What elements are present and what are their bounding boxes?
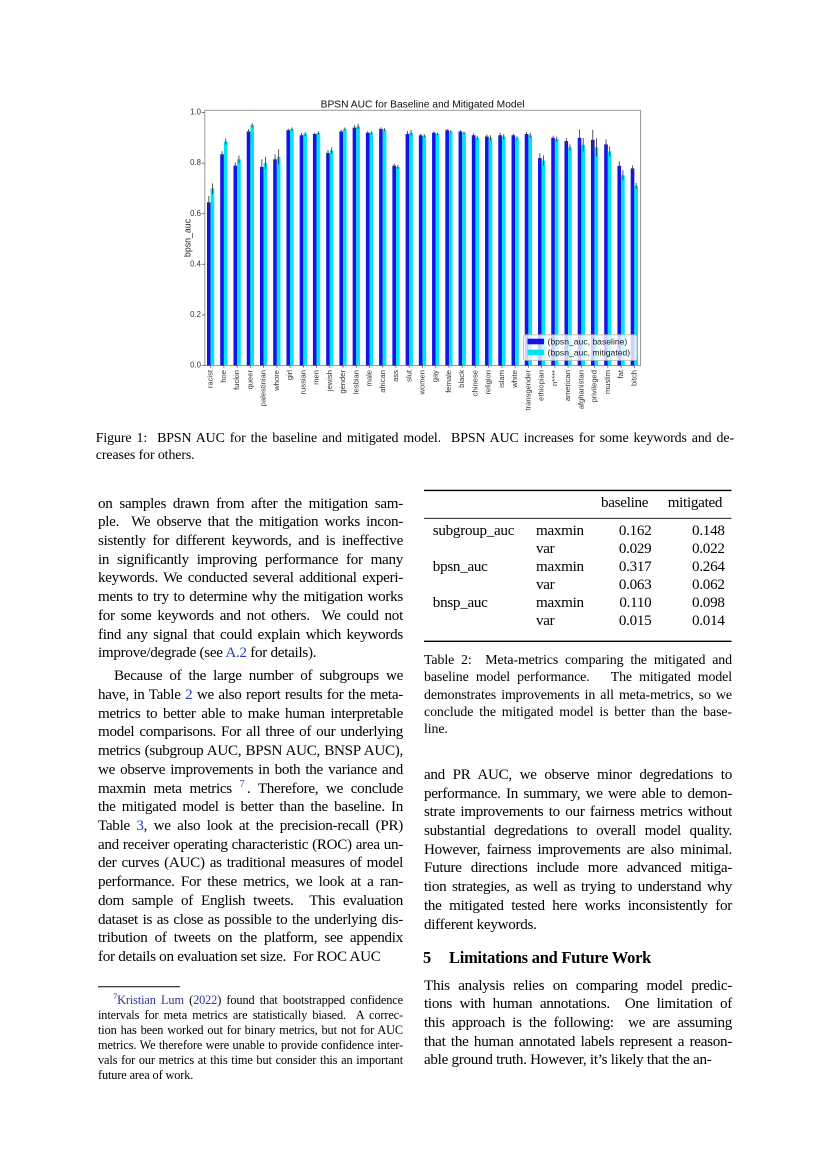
svg-text:female: female: [444, 370, 453, 393]
svg-text:racist: racist: [206, 369, 215, 388]
svg-text:black: black: [457, 370, 466, 388]
svg-text:women: women: [417, 370, 426, 395]
svg-text:bitch: bitch: [629, 370, 638, 386]
svg-text:fuckin: fuckin: [232, 370, 241, 390]
svg-text:fat: fat: [616, 369, 625, 378]
svg-text:0.6: 0.6: [190, 209, 201, 218]
svg-text:russian: russian: [298, 370, 307, 394]
svg-text:0.8: 0.8: [190, 158, 201, 167]
svg-text:girl: girl: [285, 370, 294, 380]
svg-text:queer: queer: [245, 370, 254, 390]
svg-text:white: white: [510, 370, 519, 389]
svg-text:african: african: [378, 370, 387, 393]
svg-text:american: american: [563, 370, 572, 401]
svg-text:transgender: transgender: [523, 370, 532, 411]
svg-text:afghanistan: afghanistan: [576, 370, 585, 409]
svg-text:palestinian: palestinian: [259, 370, 268, 406]
svg-text:ethiopian: ethiopian: [537, 370, 546, 401]
svg-text:(bpsn_auc, mitigated): (bpsn_auc, mitigated): [548, 347, 631, 357]
svg-text:lesbian: lesbian: [351, 370, 360, 394]
svg-text:0.2: 0.2: [190, 310, 201, 319]
svg-text:men: men: [312, 370, 321, 385]
svg-text:religion: religion: [484, 370, 493, 394]
svg-text:jewish: jewish: [325, 370, 334, 392]
svg-text:islam: islam: [497, 370, 506, 388]
svg-text:0.0: 0.0: [190, 361, 202, 370]
svg-text:(bpsn_auc, baseline): (bpsn_auc, baseline): [548, 337, 628, 347]
svg-text:gender: gender: [338, 370, 347, 394]
svg-text:n****: n****: [550, 370, 559, 386]
svg-text:0.4: 0.4: [190, 259, 202, 268]
svg-text:gay: gay: [431, 370, 440, 382]
svg-text:whore: whore: [272, 370, 281, 392]
svg-text:ass: ass: [391, 370, 400, 382]
svg-text:privileged: privileged: [590, 370, 599, 403]
svg-text:1.0: 1.0: [190, 108, 202, 117]
svg-text:male: male: [365, 370, 374, 386]
svg-text:muslim: muslim: [603, 370, 612, 394]
svg-text:BPSN AUC for Baseline and Miti: BPSN AUC for Baseline and Mitigated Mode…: [321, 100, 525, 111]
svg-text:chinese: chinese: [470, 370, 479, 396]
svg-text:bpsn_auc: bpsn_auc: [183, 218, 193, 257]
svg-text:hoe: hoe: [219, 370, 228, 383]
svg-text:slut: slut: [404, 369, 413, 382]
